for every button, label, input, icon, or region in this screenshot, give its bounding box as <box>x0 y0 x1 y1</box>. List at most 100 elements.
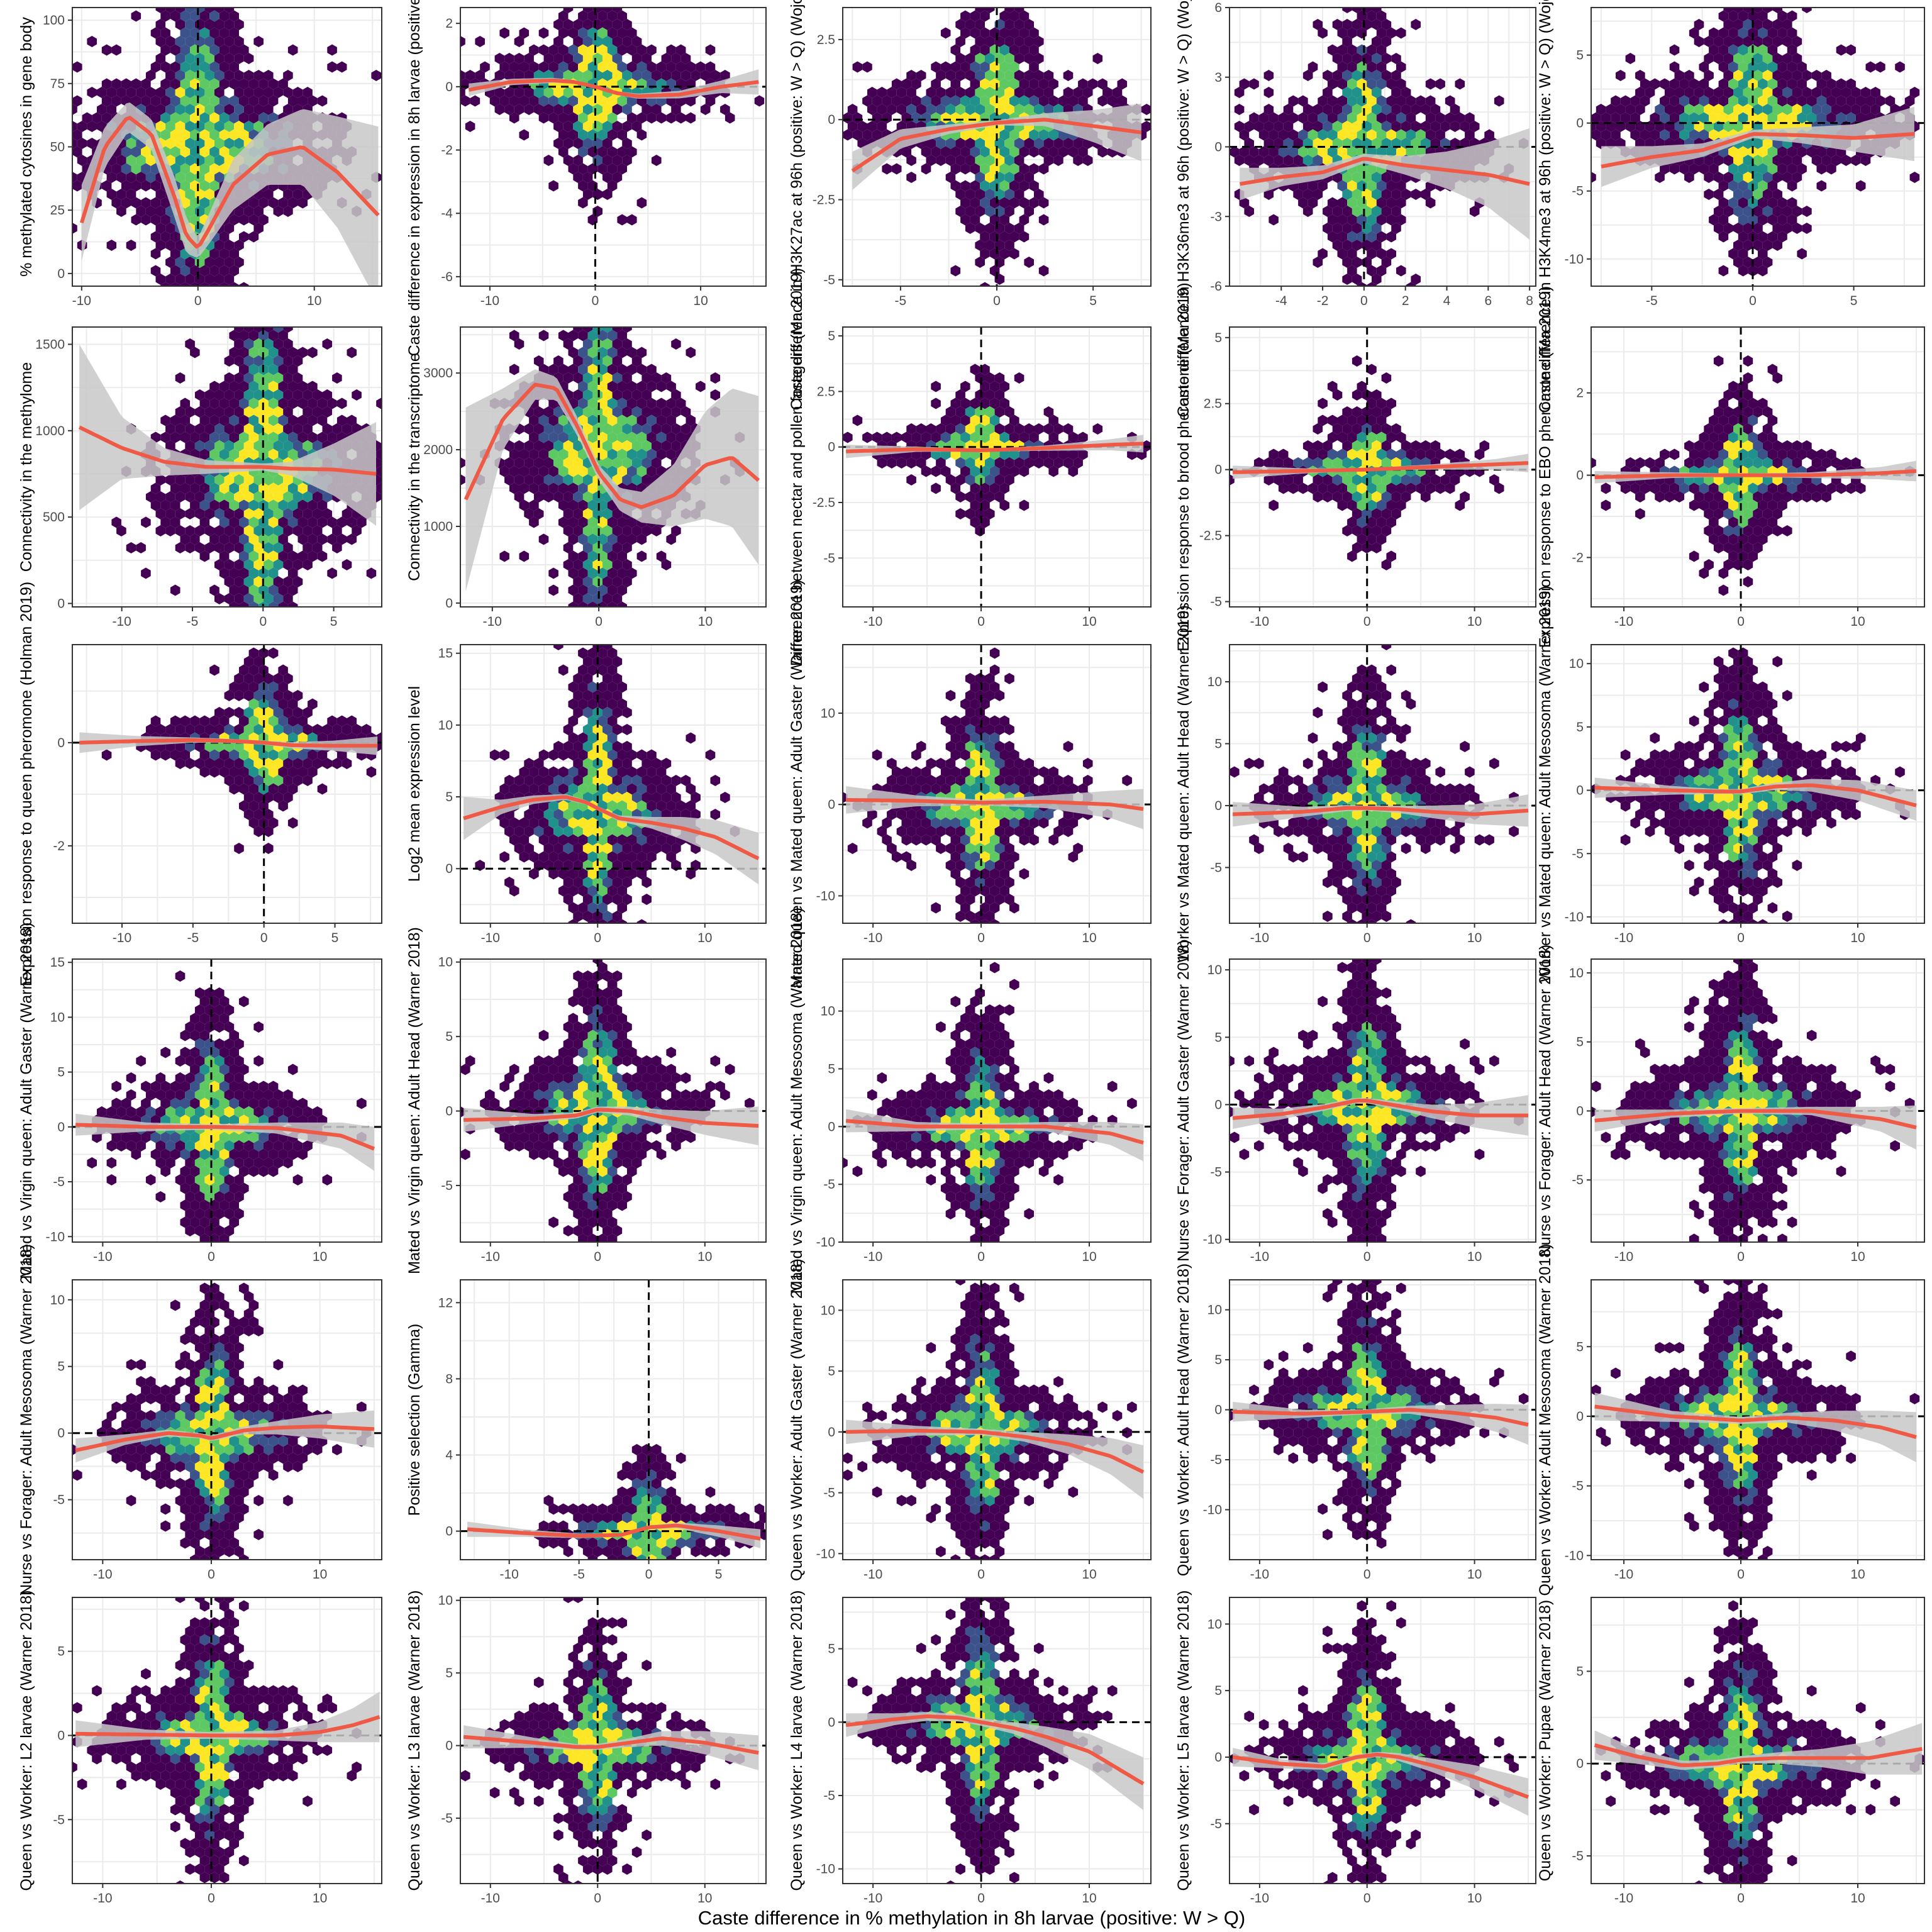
hex-bin <box>612 53 623 64</box>
hex-bin <box>1029 197 1039 209</box>
hex-bin <box>582 894 593 905</box>
hex-bin <box>170 265 180 277</box>
hex-bin <box>568 749 579 761</box>
hex-bin <box>1767 414 1778 426</box>
hex-bin <box>612 758 623 769</box>
hex-bin <box>965 775 975 786</box>
hex-bin <box>239 330 249 341</box>
hex-bin <box>1430 474 1441 486</box>
hex-bin <box>970 78 980 90</box>
hex-bin <box>317 732 328 744</box>
hex-bin <box>597 851 608 863</box>
hex-bin <box>587 783 598 795</box>
x-tick-label: 10 <box>697 931 712 945</box>
hex-bin <box>916 104 926 115</box>
x-tick-label: 0 <box>1737 614 1745 629</box>
hex-bin <box>617 584 627 596</box>
hex-bin <box>970 397 980 409</box>
hex-bin <box>955 155 965 166</box>
hex-bin <box>1904 95 1915 107</box>
hex-bin <box>636 44 647 56</box>
hex-bin <box>548 364 558 375</box>
hex-bin <box>602 877 613 888</box>
hex-bin <box>1909 172 1920 183</box>
hex-bin <box>950 112 961 124</box>
hex-bin <box>1386 129 1396 141</box>
hex-bin <box>87 138 97 149</box>
hex-bin <box>1313 423 1323 435</box>
hex-bin <box>1425 448 1436 460</box>
hex-bin <box>1014 53 1024 64</box>
hex-bin <box>1068 146 1079 158</box>
hex-bin <box>165 104 175 115</box>
hex-bin <box>1078 95 1088 107</box>
hex-bin <box>141 180 151 192</box>
hex-bin <box>666 414 676 426</box>
hex-bin <box>1767 112 1778 124</box>
hex-bin <box>1748 516 1758 528</box>
hex-bin <box>901 766 912 778</box>
hex-bin <box>341 758 352 769</box>
hex-bin <box>852 129 863 141</box>
hex-bin <box>273 406 284 418</box>
hex-bin <box>980 282 990 286</box>
hex-bin <box>641 758 652 769</box>
hex-bin <box>1318 248 1328 260</box>
hex-bin <box>150 482 161 494</box>
hex-bin <box>1811 87 1822 98</box>
hex-bin <box>965 690 975 701</box>
hex-bin <box>936 155 946 166</box>
hex-bin <box>999 380 1009 392</box>
hex-bin <box>170 95 180 107</box>
hex-bin <box>965 724 975 735</box>
hex-bin <box>1836 112 1846 124</box>
hex-bin <box>1767 146 1778 158</box>
hex-bin <box>989 783 1000 795</box>
hex-bin <box>234 53 244 64</box>
hex-bin <box>1811 104 1822 115</box>
hex-bin <box>1302 440 1313 452</box>
hex-bin <box>671 406 681 418</box>
hex-bin <box>1743 240 1753 251</box>
hex-bin <box>243 389 254 401</box>
hex-bin <box>1401 189 1411 200</box>
hex-bin <box>607 163 618 175</box>
hex-bin <box>175 525 186 536</box>
hex-bin <box>921 112 931 124</box>
hex-bin <box>1263 155 1274 166</box>
hex-bin <box>538 44 549 56</box>
hex-bin <box>627 834 637 846</box>
hex-bin <box>1004 172 1014 183</box>
hex-bin <box>568 482 579 494</box>
hex-bin <box>219 27 230 39</box>
hex-bin <box>1713 525 1724 536</box>
y-axis-label: Expression response to EBO pheromone (Ma… <box>1536 286 1554 648</box>
hex-bin <box>1396 61 1406 73</box>
hex-bin <box>931 431 941 443</box>
hex-bin <box>872 749 882 761</box>
hex-bin <box>1372 19 1382 30</box>
hex-bin <box>327 44 337 56</box>
hex-bin <box>1777 499 1787 511</box>
hex-bin <box>543 440 554 452</box>
hex-bin <box>253 775 264 786</box>
hex-bin <box>1826 146 1836 158</box>
hex-bin <box>303 525 313 536</box>
hex-bin <box>617 95 627 107</box>
hex-bin <box>1718 448 1729 460</box>
hex-bin <box>1014 775 1024 786</box>
hex-bin <box>1411 189 1421 200</box>
hex-bin <box>175 741 186 752</box>
hex-bin <box>587 550 598 562</box>
y-tick-label: 6 <box>1214 1 1222 15</box>
hex-bin <box>636 533 647 545</box>
hex-bin <box>1352 172 1362 183</box>
hex-bin <box>985 673 995 684</box>
hex-bin <box>940 414 951 426</box>
hex-bin <box>587 664 598 676</box>
hex-bin <box>548 749 558 761</box>
hex-bin <box>165 223 175 234</box>
hex-bin <box>160 129 170 141</box>
